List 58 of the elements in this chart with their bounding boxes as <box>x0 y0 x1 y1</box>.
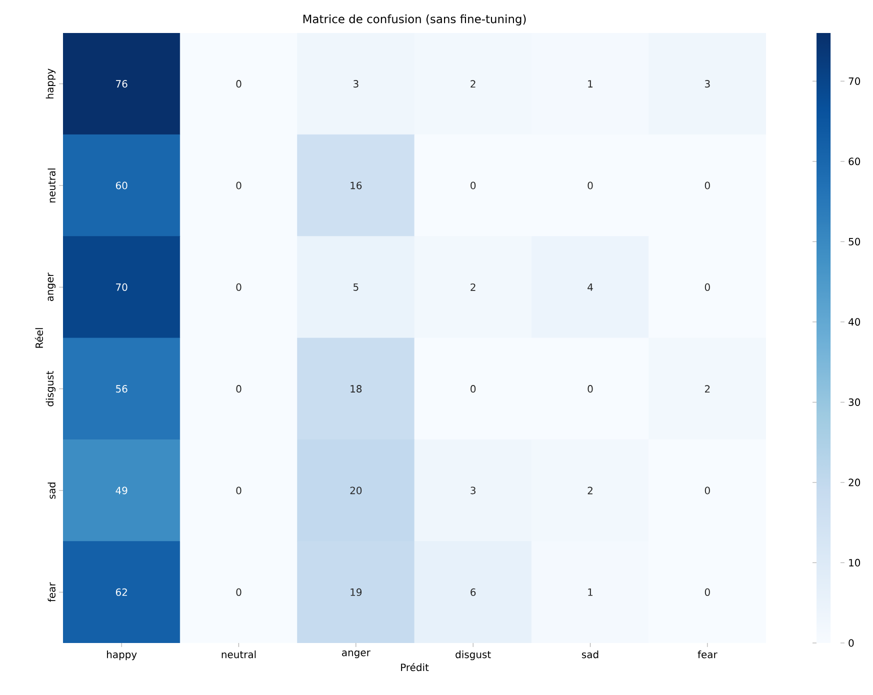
color-bar-label: 70 <box>848 77 860 85</box>
color-bar-label: 50 <box>848 238 860 246</box>
y-tick-label: disgust <box>46 371 56 406</box>
data-label: 1 <box>588 588 593 596</box>
y-tick-label: sad <box>48 482 56 499</box>
data-label: 20 <box>350 486 362 494</box>
data-label: 49 <box>116 486 128 494</box>
x-tick-label: sad <box>582 650 598 658</box>
data-label: 3 <box>354 80 358 88</box>
data-label: 0 <box>588 182 593 190</box>
data-label: 6 <box>470 588 476 596</box>
data-label: 0 <box>470 182 476 190</box>
color-bar-label: 10 <box>849 558 860 566</box>
color-bar-label: 0 <box>848 639 854 647</box>
data-label: 4 <box>588 284 593 291</box>
y-tick-label: neutral <box>48 168 56 202</box>
data-label: 0 <box>704 486 710 494</box>
y-tick-label: anger <box>48 272 56 302</box>
data-label: 3 <box>705 80 710 88</box>
data-label: 2 <box>588 486 592 494</box>
color-bar-label: 60 <box>848 158 860 166</box>
data-label: 0 <box>236 385 242 393</box>
y-axis-title: Réel <box>34 328 44 348</box>
data-label: 0 <box>470 385 476 393</box>
data-label: 76 <box>116 80 128 88</box>
data-label: 16 <box>350 182 362 190</box>
color-bar-label: 20 <box>848 478 860 486</box>
x-axis-title: Prédit <box>401 662 429 672</box>
data-label: 19 <box>350 588 362 596</box>
x-tick-label: neutral <box>222 650 256 658</box>
data-label: 0 <box>704 588 710 596</box>
data-label: 0 <box>704 283 710 291</box>
data-label: 2 <box>470 80 476 88</box>
x-tick-label: happy <box>107 650 137 660</box>
y-tick-label: fear <box>48 582 56 602</box>
data-label: 0 <box>236 486 242 494</box>
x-tick-label: fear <box>698 650 718 658</box>
x-tick-label: disgust <box>456 650 491 660</box>
data-label: 3 <box>470 486 476 494</box>
data-label: 0 <box>236 283 242 291</box>
data-label: 1 <box>588 80 593 88</box>
data-label: 2 <box>704 385 710 393</box>
data-label: 70 <box>116 283 128 291</box>
data-label: 5 <box>354 283 358 291</box>
chart-title: Matrice de confusion (sans fine-tuning) <box>303 14 526 26</box>
y-tick-label: happy <box>46 68 56 98</box>
data-label: 18 <box>350 385 362 393</box>
color-bar-label: 30 <box>848 398 860 406</box>
x-tick-label: anger <box>342 650 370 658</box>
data-label: 0 <box>236 588 242 596</box>
data-label: 0 <box>236 182 242 190</box>
data-label: 0 <box>704 182 710 190</box>
color-bar-label: 40 <box>848 318 860 326</box>
data-label: 62 <box>116 588 127 596</box>
data-label: 0 <box>236 80 242 88</box>
data-label: 0 <box>588 385 593 393</box>
data-label: 2 <box>470 283 476 291</box>
data-label: 60 <box>116 182 128 190</box>
